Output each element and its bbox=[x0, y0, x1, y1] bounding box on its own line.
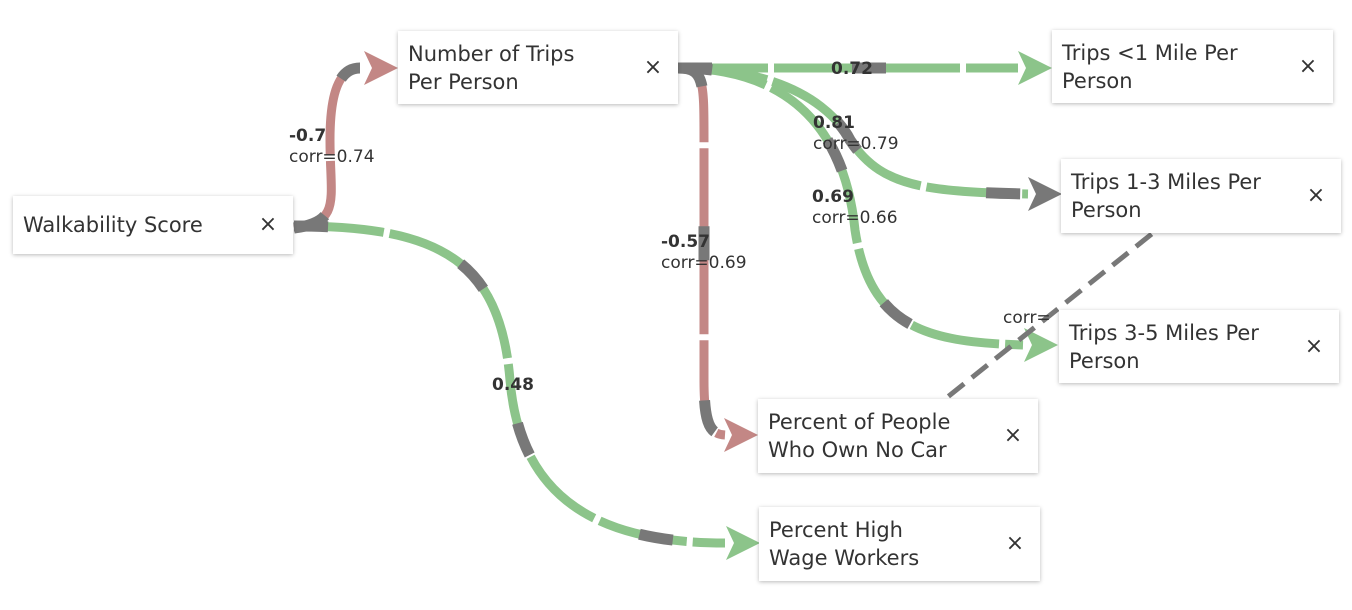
node-percent-high-wage[interactable]: Percent High Wage Workers × bbox=[759, 507, 1040, 581]
close-icon[interactable]: × bbox=[1298, 53, 1318, 79]
node-label: Number of Trips Per Person bbox=[408, 41, 575, 94]
node-label: Walkability Score bbox=[23, 213, 203, 237]
close-icon[interactable]: × bbox=[258, 212, 278, 237]
edge-e_trips_35[interactable] bbox=[677, 63, 1024, 350]
edge-e_trips_13-pulse bbox=[677, 62, 1029, 200]
close-icon[interactable]: × bbox=[1304, 333, 1324, 359]
edge-label-walk-trips: -0.7 corr=0.74 bbox=[289, 126, 375, 168]
edge-label-nocar-1-3: corr= bbox=[1003, 308, 1051, 329]
close-icon[interactable]: × bbox=[643, 54, 663, 80]
edge-e_walk_wage[interactable] bbox=[293, 221, 726, 548]
node-label: Trips 3-5 Miles Per Person bbox=[1069, 320, 1259, 373]
node-percent-no-car[interactable]: Percent of People Who Own No Car × bbox=[758, 399, 1038, 473]
edge-label-trips-nocar: -0.57 corr=0.69 bbox=[661, 232, 747, 274]
node-walkability-score[interactable]: Walkability Score × bbox=[13, 196, 293, 254]
e_walk_wage-arrowhead bbox=[726, 526, 760, 560]
edge-label-trips-lt1: 0.72 bbox=[831, 59, 873, 80]
node-label: Percent of People Who Own No Car bbox=[768, 410, 951, 462]
edge-corr: corr=0.79 bbox=[813, 134, 899, 154]
edge-weight: 0.81 bbox=[813, 113, 855, 133]
node-label: Trips 1-3 Miles Per Person bbox=[1071, 170, 1261, 222]
close-icon[interactable]: × bbox=[1306, 183, 1326, 208]
edge-e_walk_trips-pulse bbox=[293, 62, 361, 234]
edge-corr: corr=0.69 bbox=[661, 253, 747, 273]
edge-weight: 0.48 bbox=[492, 375, 534, 395]
edge-label-trips-1-3: 0.81 corr=0.79 bbox=[813, 113, 899, 155]
edge-label-trips-3-5: 0.69 corr=0.66 bbox=[812, 187, 898, 229]
edge-weight: -0.7 bbox=[289, 126, 327, 146]
node-label: Percent High Wage Workers bbox=[769, 518, 920, 570]
node-number-of-trips[interactable]: Number of Trips Per Person × bbox=[398, 31, 678, 104]
edge-corr: corr=0.74 bbox=[289, 147, 375, 167]
node-trips-3-5-miles[interactable]: Trips 3-5 Miles Per Person × bbox=[1059, 310, 1339, 383]
node-label: Trips <1 Mile Per Person bbox=[1062, 40, 1238, 93]
edge-weight: -0.57 bbox=[661, 232, 710, 252]
edge-weight: 0.72 bbox=[831, 59, 873, 79]
node-trips-lt1-mile[interactable]: Trips <1 Mile Per Person × bbox=[1052, 30, 1333, 103]
close-icon[interactable]: × bbox=[1003, 423, 1023, 448]
e_trips_13-arrowhead bbox=[1028, 177, 1062, 211]
close-icon[interactable]: × bbox=[1005, 531, 1025, 556]
node-trips-1-3-miles[interactable]: Trips 1-3 Miles Per Person × bbox=[1061, 159, 1341, 233]
edge-e_trips_nocar-pulse bbox=[677, 62, 726, 441]
edge-corr: corr=0.66 bbox=[812, 208, 898, 228]
e_walk_trips-arrowhead bbox=[364, 51, 398, 85]
edge-weight: 0.69 bbox=[812, 187, 854, 207]
e_trips_35-arrowhead bbox=[1024, 328, 1058, 362]
edge-label-walk-wage: 0.48 bbox=[492, 375, 534, 396]
e_trips_lt1-arrowhead bbox=[1018, 51, 1052, 85]
e_trips_nocar-arrowhead bbox=[724, 418, 758, 452]
edge-corr: corr= bbox=[1003, 308, 1051, 328]
